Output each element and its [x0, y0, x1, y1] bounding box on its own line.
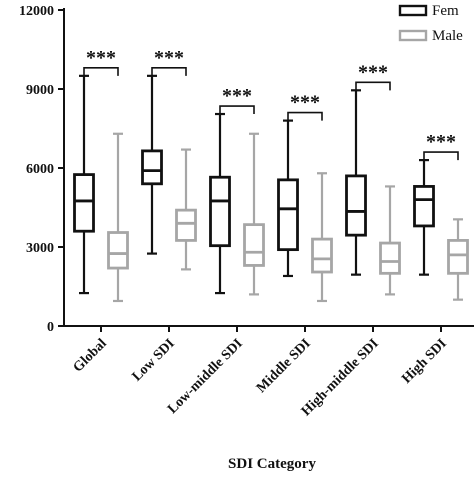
- x-tick-label: High SDI: [399, 336, 450, 387]
- box-male: [107, 231, 129, 270]
- significance-label: ***: [426, 131, 456, 153]
- box-male: [311, 237, 333, 274]
- x-tick-label: Low SDI: [130, 336, 178, 384]
- y-tick-label: 9000: [26, 83, 54, 98]
- box-fem: [413, 185, 435, 228]
- y-tick-label: 0: [47, 320, 54, 335]
- box-fem: [73, 173, 95, 233]
- significance-label: ***: [222, 85, 252, 107]
- box-fem: [141, 149, 163, 186]
- y-tick-label: 6000: [26, 162, 54, 177]
- significance-bracket: [423, 151, 459, 161]
- significance-bracket: [287, 111, 323, 121]
- box-male: [447, 239, 469, 275]
- box-male: [243, 223, 265, 267]
- significance-label: ***: [358, 61, 388, 83]
- legend-label: Fem: [432, 3, 459, 19]
- significance-label: ***: [154, 47, 184, 69]
- x-axis-title: SDI Category: [228, 456, 316, 472]
- y-tick-label: 3000: [26, 241, 54, 256]
- y-tick-label: 12000: [19, 4, 54, 19]
- legend-label: Male: [432, 28, 463, 44]
- legend-swatch: [398, 29, 428, 42]
- box-fem: [209, 175, 231, 248]
- x-tick-label: Middle SDI: [254, 336, 314, 396]
- significance-label: ***: [86, 47, 116, 69]
- significance-bracket: [83, 67, 119, 76]
- legend-swatch: [398, 4, 428, 17]
- x-tick-label: Low-middle SDI: [165, 336, 246, 417]
- significance-bracket: [355, 81, 391, 91]
- box-male: [175, 208, 197, 242]
- box-fem: [277, 178, 299, 252]
- significance-bracket: [151, 67, 187, 76]
- box-fem: [345, 174, 367, 237]
- significance-label: ***: [290, 92, 320, 114]
- significance-bracket: [219, 105, 255, 115]
- x-tick-label: Global: [71, 336, 110, 375]
- box-male: [379, 241, 401, 275]
